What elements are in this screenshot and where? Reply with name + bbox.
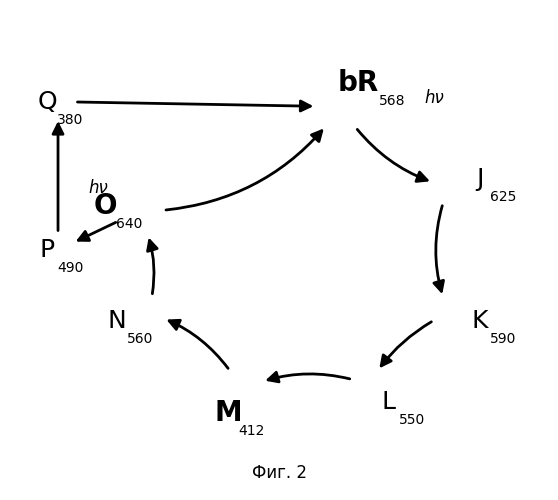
Text: K: K [472, 309, 488, 333]
Text: hν: hν [88, 179, 108, 197]
Text: 568: 568 [379, 94, 406, 108]
Text: 625: 625 [489, 190, 516, 204]
Text: J: J [476, 167, 483, 191]
Text: Q: Q [37, 90, 57, 114]
Text: Фиг. 2: Фиг. 2 [252, 464, 306, 482]
Text: P: P [40, 238, 55, 262]
Text: 490: 490 [57, 261, 83, 275]
Text: N: N [108, 309, 127, 333]
Text: 590: 590 [489, 332, 516, 346]
Text: hν: hν [424, 89, 444, 107]
Text: bR: bR [338, 68, 379, 96]
Text: 412: 412 [238, 424, 265, 438]
Text: 550: 550 [399, 413, 425, 427]
Text: L: L [382, 390, 396, 414]
Text: 380: 380 [57, 112, 83, 126]
Text: 560: 560 [127, 332, 153, 346]
Text: O: O [94, 192, 118, 220]
Text: M: M [215, 399, 242, 427]
Text: 640: 640 [116, 218, 142, 232]
